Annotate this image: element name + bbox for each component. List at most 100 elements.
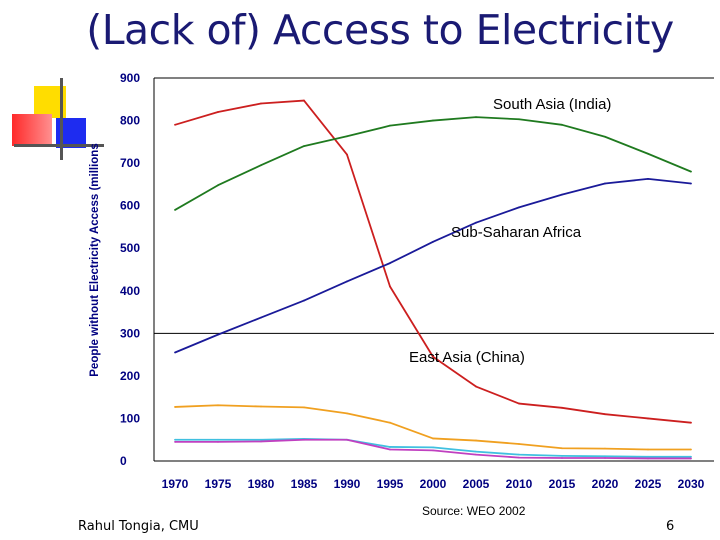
series-2-point [604,135,606,138]
series-4-point [389,421,391,424]
series-5-point [389,446,391,448]
y-tick-label: 500 [120,241,140,255]
series-4-point [432,437,434,440]
series-5-point [475,450,477,453]
series-2-point [518,118,520,121]
series-2-point [432,119,434,122]
series-5-point [518,453,520,456]
series-2-point [174,209,176,211]
series-2-point [475,116,477,119]
series-1-point [389,285,391,288]
footer-author: Rahul Tongia, CMU [78,519,199,534]
y-tick-label: 0 [120,454,127,468]
series-1-point [518,402,520,405]
series-6-point [174,440,176,443]
series-6-point [690,457,692,460]
series-2-point [260,164,262,167]
series-2-point [561,123,563,126]
series-4-point [260,405,262,408]
series-1-point [303,99,305,102]
x-tick-label: 1985 [291,477,318,491]
series-5-point [260,438,262,441]
series-1-point [432,355,434,358]
annotation-label-3: East Asia (China) [409,349,525,366]
series-3-point [604,182,606,185]
series-6-point [217,440,219,443]
series-4-point [217,404,219,407]
series-6-point [518,456,520,459]
series-4-point [604,447,606,450]
series-3-point [217,333,219,336]
series-3-point [303,299,305,302]
y-tick-label: 700 [120,156,140,170]
series-4-point [518,443,520,445]
series-3-point [690,182,692,185]
series-1-point [690,421,692,424]
x-tick-label: 1980 [248,477,275,491]
series-3-point [475,221,477,224]
series-6-point [432,449,434,452]
slide-number: 6 [666,519,675,534]
series-1-point [647,417,649,420]
series-3-point [432,240,434,243]
y-tick-label: 600 [120,199,140,213]
series-line-4 [174,404,691,451]
series-3-point [647,177,649,180]
series-1-point [217,111,219,113]
x-tick-label: 1990 [334,477,361,491]
series-3-point [174,351,176,354]
series-4-point [303,406,305,409]
x-tick-label: 2005 [463,477,490,491]
series-2-point [690,170,692,173]
series-2-point [389,124,391,127]
series-6-point [604,457,606,459]
y-tick-label: 800 [120,114,140,128]
series-4-point [475,439,477,442]
series-5-point [561,454,563,457]
y-tick-label: 900 [120,71,140,85]
series-4-point [174,406,176,408]
series-1-point [174,123,176,126]
series-line-1 [174,99,692,424]
series-6-point [561,457,563,459]
series-3-point [561,193,563,196]
series-1-point [260,102,262,105]
series-5-point [432,446,434,449]
series-1-point [561,406,563,409]
decor-line-horizontal [14,144,104,147]
x-tick-label: 2000 [420,477,447,491]
y-tick-label: 400 [120,284,140,298]
series-4-point [647,448,649,451]
series-4-point [346,412,348,415]
series-5-point [217,438,219,441]
series-3-point [346,280,348,283]
decor-line-vertical [60,78,63,160]
x-tick-label: 2015 [549,477,576,491]
series-6-point [303,438,305,441]
series-6-point [346,438,348,441]
series-2-point [647,152,649,155]
series-3-point [389,262,391,265]
y-tick-label: 100 [120,411,140,425]
series-5-point [647,455,649,458]
x-tick-label: 1975 [205,477,232,491]
series-1-point [346,153,348,156]
series-2-point [346,135,348,138]
decor-square-red [12,114,52,146]
x-tick-label: 2020 [592,477,619,491]
series-line-2 [174,116,692,211]
source-note: Source: WEO 2002 [422,504,526,518]
series-3-point [518,206,520,209]
series-5-point [604,455,606,458]
annotation-label-2: Sub-Saharan Africa [451,224,582,241]
series-2-point [303,145,305,147]
x-tick-label: 1995 [377,477,404,491]
x-tick-label: 2010 [506,477,533,491]
x-tick-label: 2025 [635,477,662,491]
annotation-label-1: South Asia (India) [493,96,611,113]
series-1-point [475,385,477,388]
series-4-point [561,447,563,450]
series-1-point [604,413,606,416]
y-tick-label: 300 [120,326,140,340]
